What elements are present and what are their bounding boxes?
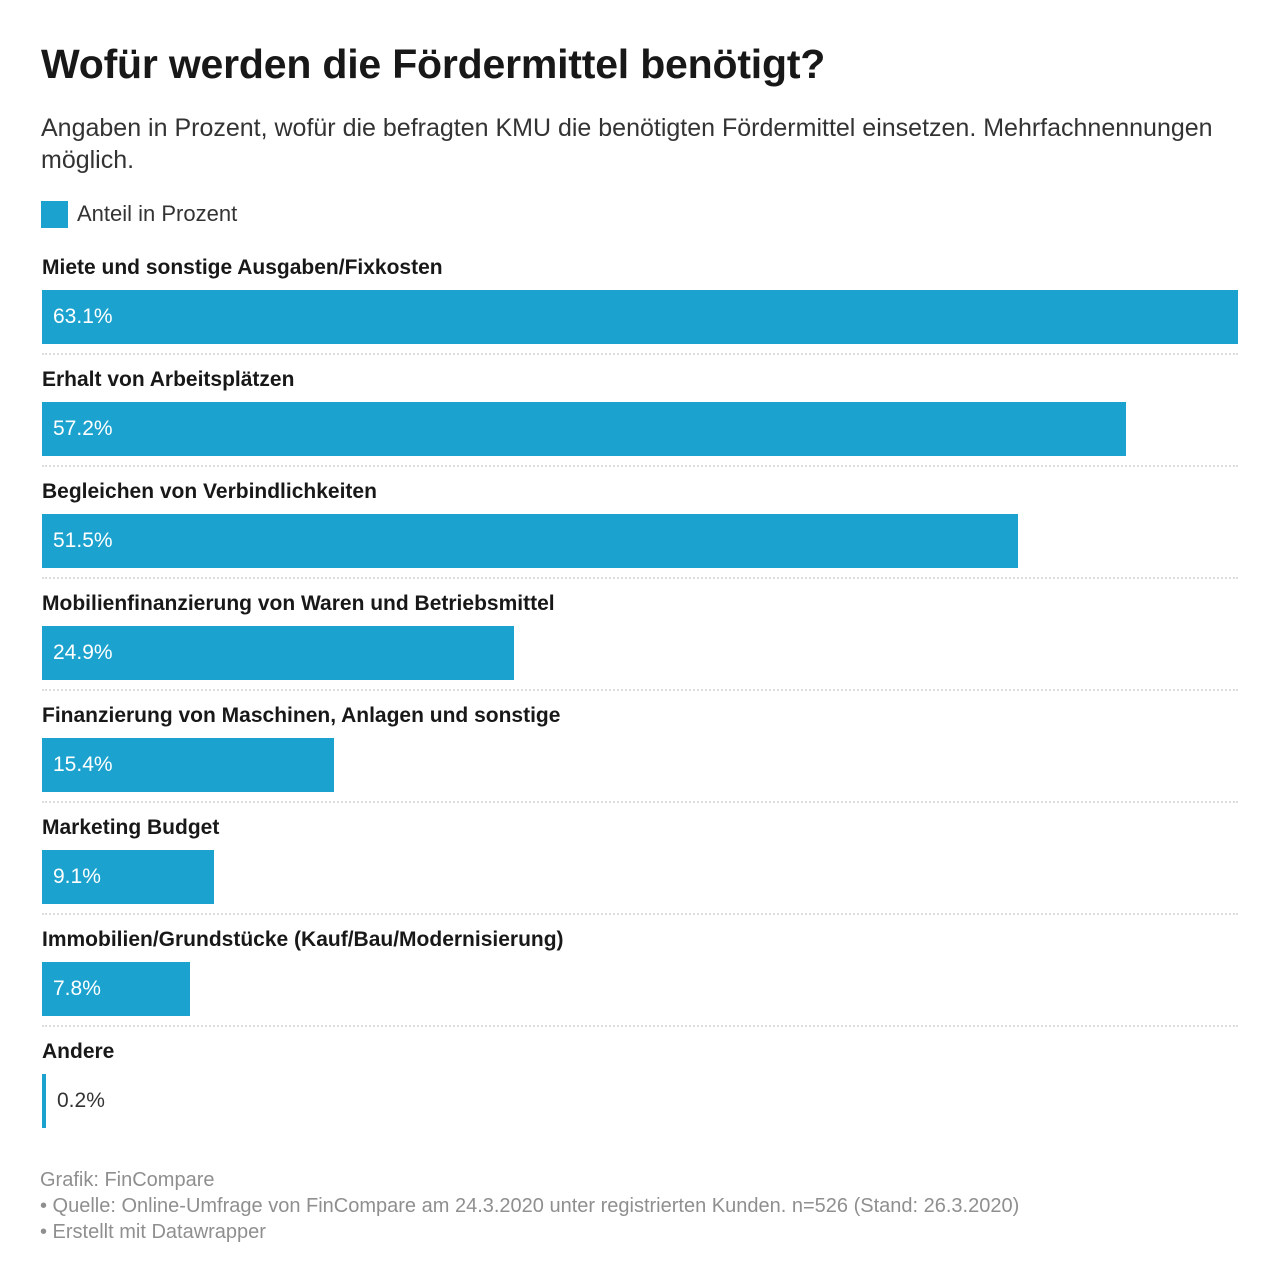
bar-category-label: Andere [42,1040,115,1063]
bar-row: Miete und sonstige Ausgaben/Fixkosten 63.… [42,244,1238,356]
bar-track: 24.9% [42,626,1238,680]
bar-row: Finanzierung von Maschinen, Anlagen und … [42,692,1238,804]
bar-category-label: Miete und sonstige Ausgaben/Fixkosten [42,256,443,279]
row-divider [42,577,1238,579]
bar-track: 0.2% [42,1074,1238,1128]
bar-row: Begleichen von Verbindlichkeiten 51.5% [42,468,1238,580]
legend: Anteil in Prozent [41,200,237,228]
legend-swatch [41,200,68,228]
bar-row: Marketing Budget 9.1% [42,804,1238,916]
row-divider [42,1025,1238,1027]
bar [42,738,334,792]
bar-value-label: 15.4% [53,753,113,776]
footer: Grafik: FinCompare • Quelle: Online-Umfr… [40,1167,1019,1245]
bar-track: 63.1% [42,290,1238,344]
bar-track: 57.2% [42,402,1238,456]
bar-row: Erhalt von Arbeitsplätzen 57.2% [42,356,1238,468]
bar-value-label: 7.8% [53,977,101,1000]
bar-category-label: Immobilien/Grundstücke (Kauf/Bau/Moderni… [42,928,564,951]
bar-category-label: Finanzierung von Maschinen, Anlagen und … [42,704,561,727]
chart-subtitle: Angaben in Prozent, wofür die befragten … [41,114,1213,174]
row-divider [42,801,1238,803]
row-divider [42,465,1238,467]
bar-category-label: Begleichen von Verbindlichkeiten [42,480,377,503]
footer-credit: Grafik: FinCompare [40,1169,215,1191]
bar-chart: Miete und sonstige Ausgaben/Fixkosten 63.… [42,244,1238,1140]
bar-category-label: Erhalt von Arbeitsplätzen [42,368,295,391]
bar-value-label: 9.1% [53,865,101,888]
chart-title: Wofür werden die Fördermittel benötigt? [41,41,826,87]
bar [42,962,190,1016]
footer-tool: • Erstellt mit Datawrapper [40,1221,266,1243]
bar-track: 7.8% [42,962,1238,1016]
footer-source: • Quelle: Online-Umfrage von FinCompare … [40,1195,1020,1217]
bar-value-label: 63.1% [53,305,113,328]
bar [42,626,514,680]
row-divider [42,689,1238,691]
bar-value-label: 0.2% [57,1089,105,1112]
bar-row: Mobilienfinanzierung von Waren und Betri… [42,580,1238,692]
bar-track: 15.4% [42,738,1238,792]
legend-label: Anteil in Prozent [77,201,238,226]
row-divider [42,353,1238,355]
bar-value-label: 24.9% [53,641,113,664]
bar-value-label: 57.2% [53,417,113,440]
bar [42,402,1126,456]
bar-category-label: Mobilienfinanzierung von Waren und Betri… [42,592,555,615]
bar [42,290,1238,344]
bar [42,514,1018,568]
bar-track: 51.5% [42,514,1238,568]
bar [42,1074,46,1128]
bar-category-label: Marketing Budget [42,816,220,839]
bar [42,850,214,904]
bar-row: Andere 0.2% [42,1028,1238,1140]
bar-value-label: 51.5% [53,529,113,552]
bar-row: Immobilien/Grundstücke (Kauf/Bau/Moderni… [42,916,1238,1028]
row-divider [42,913,1238,915]
bar-track: 9.1% [42,850,1238,904]
